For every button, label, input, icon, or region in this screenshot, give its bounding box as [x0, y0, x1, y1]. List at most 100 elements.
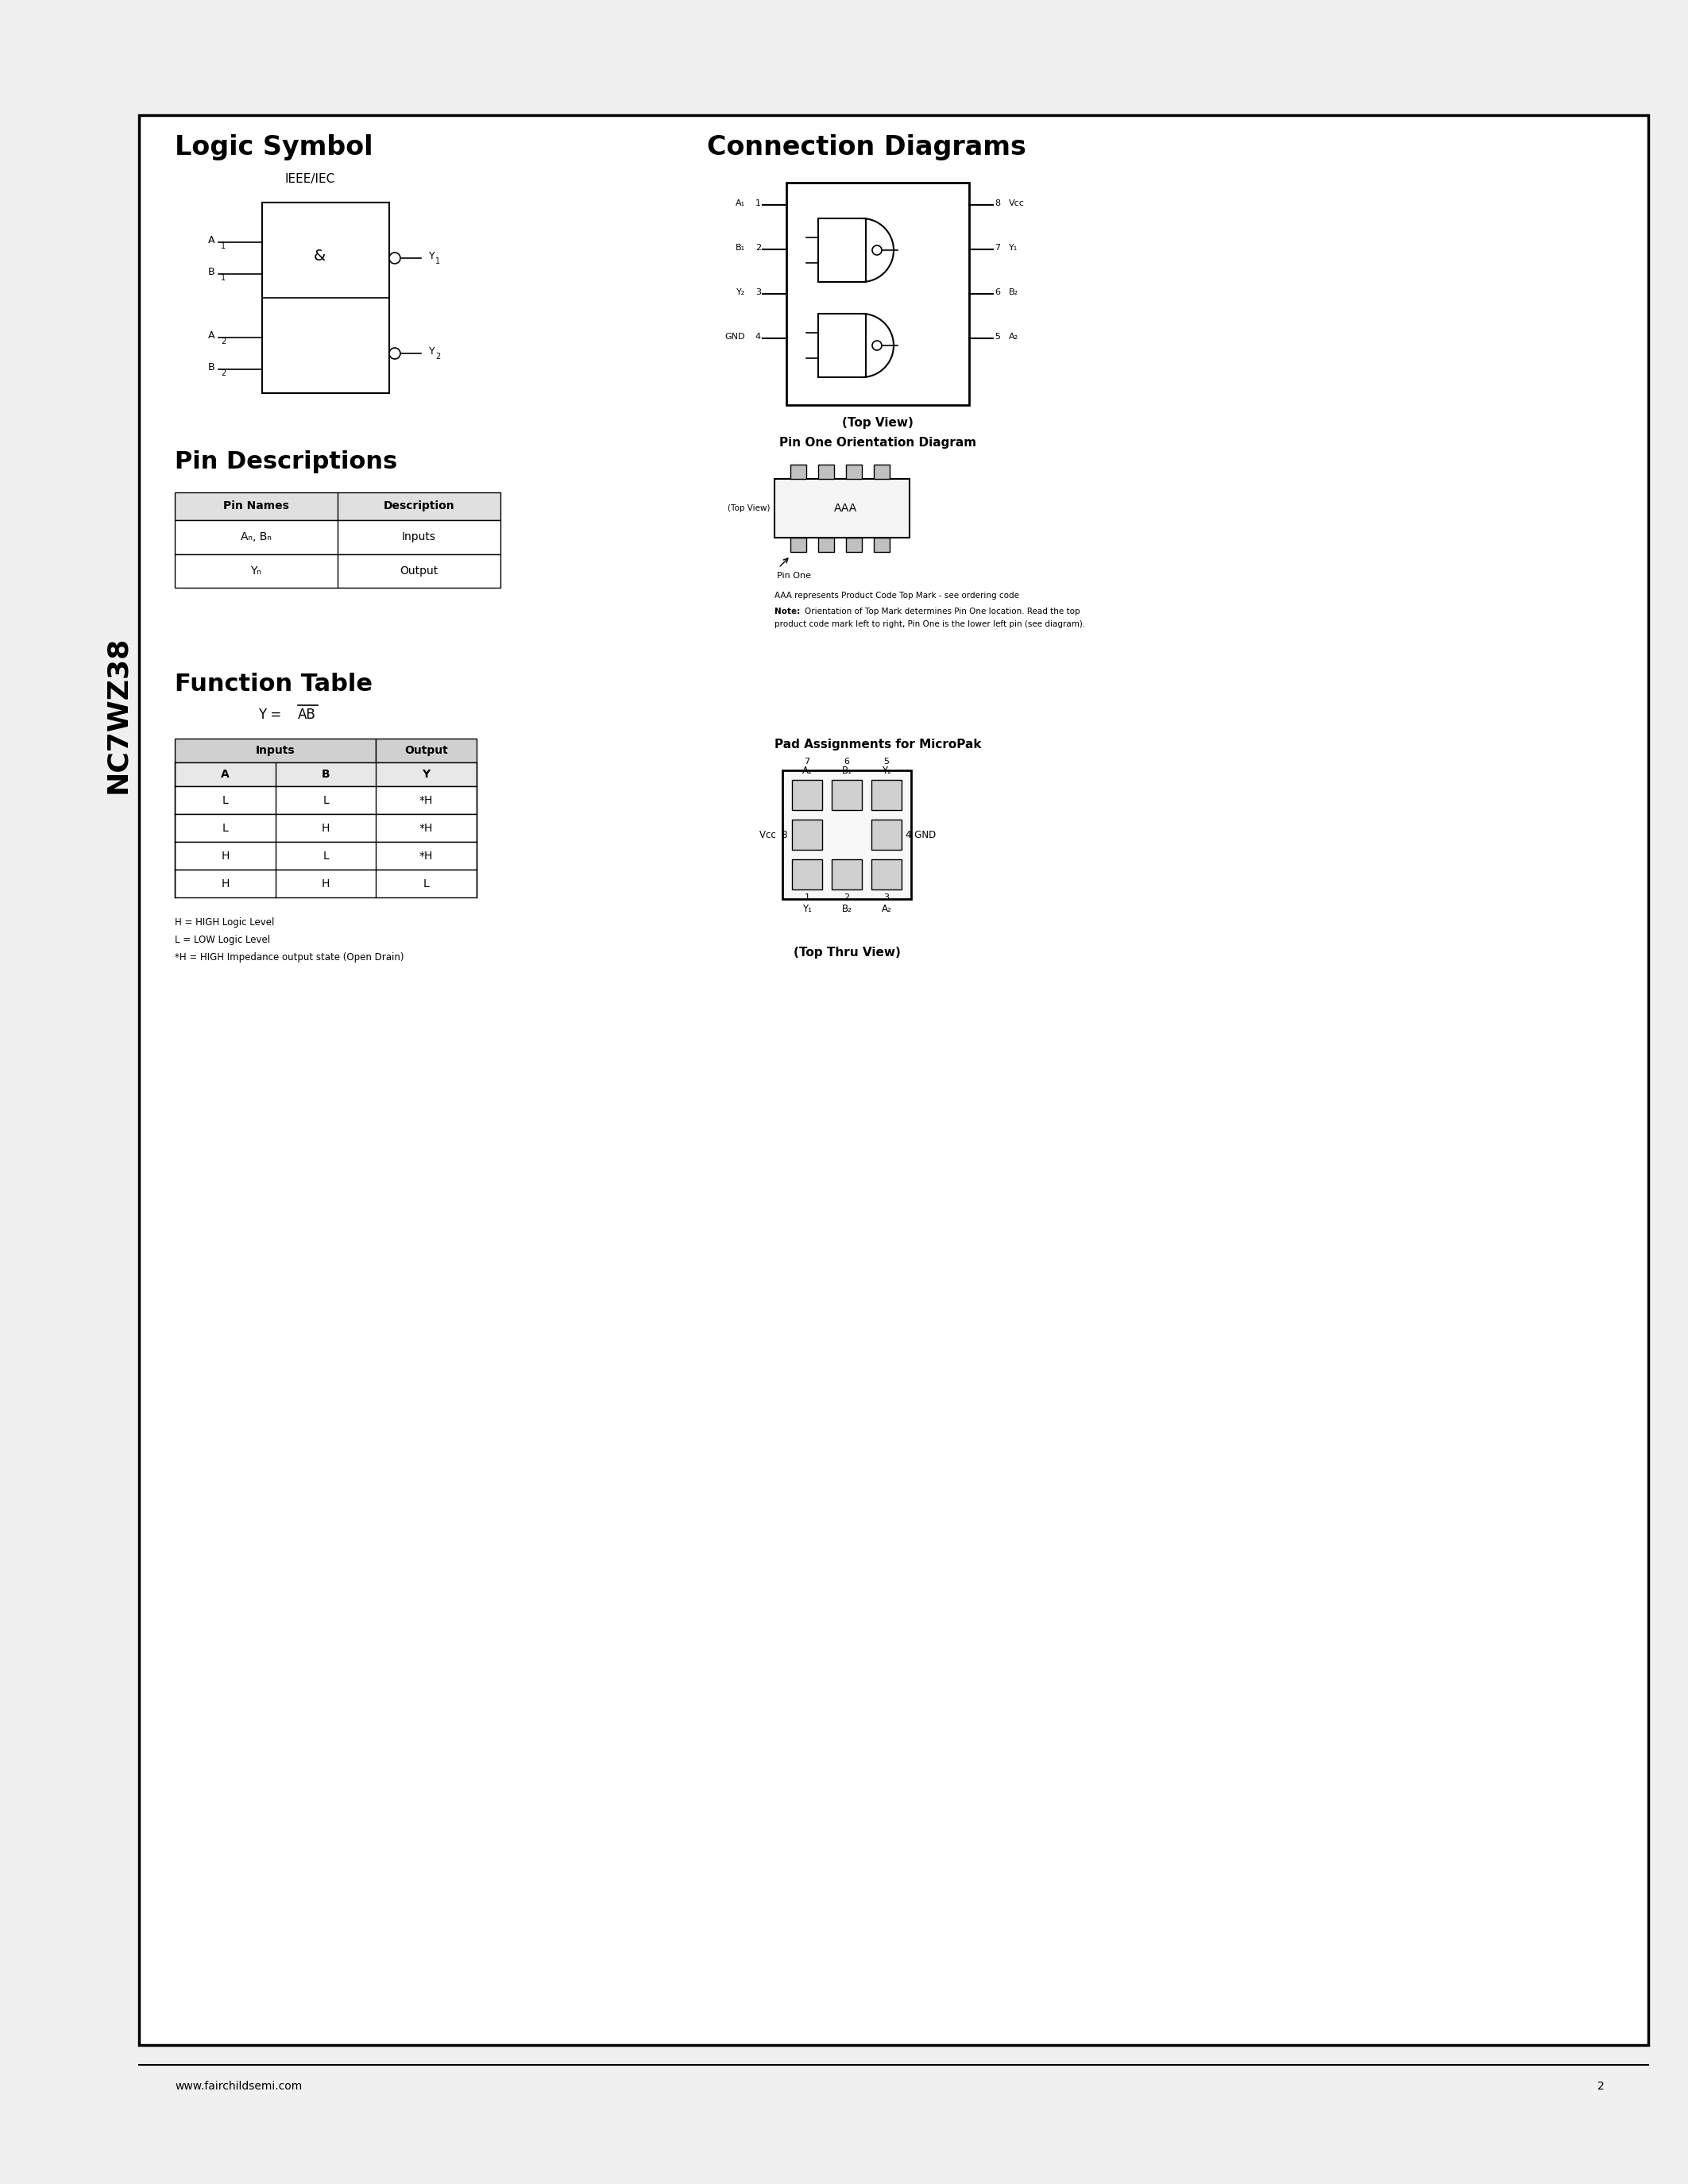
Text: Y₂: Y₂	[736, 288, 744, 297]
Text: IEEE/IEC: IEEE/IEC	[285, 173, 334, 186]
Text: A: A	[208, 234, 214, 245]
Text: H: H	[221, 850, 230, 860]
Bar	[376, 738, 476, 762]
Text: Y₁: Y₁	[1009, 245, 1018, 251]
Bar	[792, 858, 822, 889]
Text: Orientation of Top Mark determines Pin One location. Read the top: Orientation of Top Mark determines Pin O…	[805, 607, 1080, 616]
Circle shape	[390, 347, 400, 358]
Text: *H = HIGH Impedance output state (Open Drain): *H = HIGH Impedance output state (Open D…	[176, 952, 403, 963]
Text: Y₂: Y₂	[881, 767, 891, 775]
Text: (Top View): (Top View)	[728, 505, 770, 513]
Text: 1: 1	[756, 199, 761, 207]
Text: H: H	[321, 878, 329, 889]
Bar	[832, 780, 863, 810]
Text: Y: Y	[429, 251, 436, 260]
Text: B: B	[321, 769, 329, 780]
Text: B₂: B₂	[1009, 288, 1018, 297]
Text: Inputs: Inputs	[255, 745, 295, 756]
Text: AB: AB	[297, 708, 316, 723]
Bar	[176, 762, 476, 786]
Text: 3: 3	[756, 288, 761, 297]
Bar	[176, 786, 476, 815]
Text: 6: 6	[994, 288, 999, 297]
Text: 3: 3	[885, 893, 890, 902]
Text: &: &	[314, 249, 326, 264]
Circle shape	[873, 341, 881, 349]
Text: A: A	[221, 769, 230, 780]
Text: *H: *H	[419, 850, 434, 860]
Text: B₁: B₁	[736, 245, 744, 251]
Text: 2: 2	[844, 893, 849, 902]
Text: B₁: B₁	[842, 767, 852, 775]
Bar	[790, 537, 807, 553]
Text: Aₙ, Bₙ: Aₙ, Bₙ	[241, 531, 272, 542]
Text: Y: Y	[422, 769, 430, 780]
Bar	[846, 537, 863, 553]
Text: *H: *H	[419, 823, 434, 834]
Circle shape	[873, 245, 881, 256]
Text: 1: 1	[221, 242, 226, 251]
Bar	[832, 858, 863, 889]
Text: Inputs: Inputs	[402, 531, 436, 542]
Text: Y =: Y =	[258, 708, 285, 723]
Text: AAA represents Product Code Top Mark - see ordering code: AAA represents Product Code Top Mark - s…	[775, 592, 1020, 601]
Bar	[871, 858, 901, 889]
Bar	[819, 218, 866, 282]
Text: 5: 5	[994, 332, 999, 341]
Text: Y: Y	[429, 345, 436, 356]
Text: Output: Output	[400, 566, 439, 577]
Text: 5: 5	[885, 758, 890, 767]
Bar	[792, 780, 822, 810]
Text: B₂: B₂	[842, 904, 852, 915]
Text: Output: Output	[405, 745, 447, 756]
Text: Description: Description	[383, 500, 454, 511]
Bar	[874, 537, 890, 553]
Text: L: L	[322, 795, 329, 806]
Bar	[783, 771, 912, 900]
Text: GND: GND	[724, 332, 744, 341]
Bar	[871, 780, 901, 810]
Bar	[790, 465, 807, 478]
Text: L: L	[223, 795, 228, 806]
Text: H = HIGH Logic Level: H = HIGH Logic Level	[176, 917, 275, 928]
Text: product code mark left to right, Pin One is the lower left pin (see diagram).: product code mark left to right, Pin One…	[775, 620, 1085, 629]
Text: *H: *H	[419, 795, 434, 806]
Text: A: A	[208, 330, 214, 341]
Bar	[176, 815, 476, 841]
Text: Note:: Note:	[775, 607, 803, 616]
Text: AAA: AAA	[834, 502, 858, 513]
Bar	[792, 819, 822, 850]
Text: 6: 6	[844, 758, 849, 767]
Text: www.fairchildsemi.com: www.fairchildsemi.com	[176, 2081, 302, 2092]
Text: A₁: A₁	[802, 767, 812, 775]
Text: L: L	[322, 850, 329, 860]
Text: Yₙ: Yₙ	[250, 566, 262, 577]
Bar	[176, 738, 376, 762]
Text: Function Table: Function Table	[176, 673, 373, 697]
Bar	[874, 465, 890, 478]
Bar	[176, 555, 500, 587]
Bar	[846, 465, 863, 478]
Text: 7: 7	[803, 758, 810, 767]
Text: Pin One Orientation Diagram: Pin One Orientation Diagram	[780, 437, 976, 448]
Text: 2: 2	[1597, 2081, 1605, 2092]
Text: Logic Symbol: Logic Symbol	[176, 133, 373, 159]
Text: 1: 1	[221, 273, 226, 282]
Text: Connection Diagrams: Connection Diagrams	[707, 133, 1026, 159]
Text: (Top Thru View): (Top Thru View)	[793, 946, 900, 959]
Text: 4 GND: 4 GND	[905, 830, 935, 841]
Text: 1: 1	[803, 893, 810, 902]
Text: L = LOW Logic Level: L = LOW Logic Level	[176, 935, 270, 946]
Bar	[819, 465, 834, 478]
Bar	[775, 478, 910, 537]
Text: (Top View): (Top View)	[842, 417, 913, 428]
Bar	[176, 520, 500, 555]
Bar	[138, 116, 1647, 2044]
Circle shape	[390, 253, 400, 264]
Bar	[262, 203, 390, 393]
Text: 2: 2	[221, 369, 226, 378]
Text: Vᴄᴄ  8: Vᴄᴄ 8	[760, 830, 788, 841]
Text: NC7WZ38: NC7WZ38	[105, 636, 132, 793]
Text: Pin Descriptions: Pin Descriptions	[176, 450, 397, 474]
Text: Pad Assignments for MicroPak: Pad Assignments for MicroPak	[775, 738, 981, 751]
